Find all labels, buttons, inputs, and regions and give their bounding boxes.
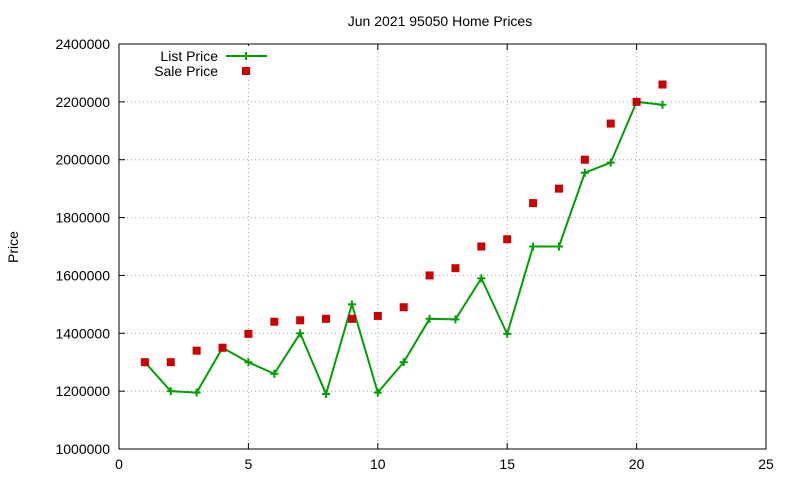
data-point-sale-price <box>166 358 175 367</box>
series-layer <box>140 80 667 399</box>
data-point-list-price <box>244 358 253 367</box>
data-point-list-price <box>606 158 615 167</box>
data-point-sale-price <box>218 343 227 352</box>
data-point-sale-price <box>347 314 356 323</box>
x-tick-label: 10 <box>370 456 386 472</box>
data-point-sale-price <box>399 303 408 312</box>
y-tick-label: 1400000 <box>55 325 110 341</box>
data-point-sale-price <box>554 184 563 193</box>
data-point-list-price <box>451 315 460 324</box>
data-point-sale-price <box>632 97 641 106</box>
axis-ticks: 0 5 10 15 20 25 1000000 1200000 1400000 1600000 18… <box>55 36 774 472</box>
y-tick-label: 1200000 <box>55 383 110 399</box>
data-point-list-price <box>322 390 331 399</box>
data-point-list-price <box>399 358 408 367</box>
data-point-list-price <box>373 388 382 397</box>
data-point-list-price <box>270 369 279 378</box>
data-point-list-price <box>296 329 305 338</box>
data-point-sale-price <box>244 329 253 338</box>
y-tick-label: 2200000 <box>55 94 110 110</box>
y-tick-label: 2400000 <box>55 36 110 52</box>
x-tick-label: 15 <box>499 456 515 472</box>
data-point-list-price <box>580 168 589 177</box>
data-point-list-price <box>529 242 538 251</box>
data-point-sale-price <box>580 155 589 164</box>
data-point-sale-price <box>425 271 434 280</box>
data-point-sale-price <box>529 199 538 208</box>
data-point-sale-price <box>606 119 615 128</box>
x-tick-label: 5 <box>245 456 253 472</box>
x-tick-label: 25 <box>758 456 774 472</box>
data-point-list-price <box>192 388 201 397</box>
data-point-sale-price <box>192 346 201 355</box>
data-point-sale-price <box>658 80 667 89</box>
legend-background <box>128 46 276 80</box>
legend-square-sample <box>242 67 250 75</box>
plot-frame <box>118 43 767 450</box>
data-point-list-price <box>477 274 486 283</box>
data-point-list-price <box>425 314 434 323</box>
x-tick-label: 0 <box>115 456 123 472</box>
y-tick-label: 2000000 <box>55 152 110 168</box>
data-point-list-price <box>658 100 667 109</box>
data-point-sale-price <box>296 316 305 325</box>
data-point-sale-price <box>140 358 149 367</box>
x-tick-label: 20 <box>629 456 645 472</box>
chart-title: Jun 2021 95050 Home Prices <box>348 13 532 29</box>
data-point-list-price <box>347 300 356 309</box>
legend-label: Sale Price <box>154 63 218 79</box>
data-point-sale-price <box>503 235 512 244</box>
data-point-list-price <box>554 242 563 251</box>
legend-label: List Price <box>160 48 218 64</box>
y-tick-label: 1800000 <box>55 210 110 226</box>
data-point-list-price <box>166 387 175 396</box>
data-point-sale-price <box>322 314 331 323</box>
y-axis-label: Price <box>5 231 21 263</box>
grid-lines <box>119 44 766 449</box>
y-tick-label: 1600000 <box>55 267 110 283</box>
data-point-sale-price <box>451 264 460 273</box>
data-point-sale-price <box>477 242 486 251</box>
data-point-list-price <box>503 329 512 338</box>
data-point-sale-price <box>270 317 279 326</box>
y-tick-label: 1000000 <box>55 441 110 457</box>
data-point-sale-price <box>373 311 382 320</box>
